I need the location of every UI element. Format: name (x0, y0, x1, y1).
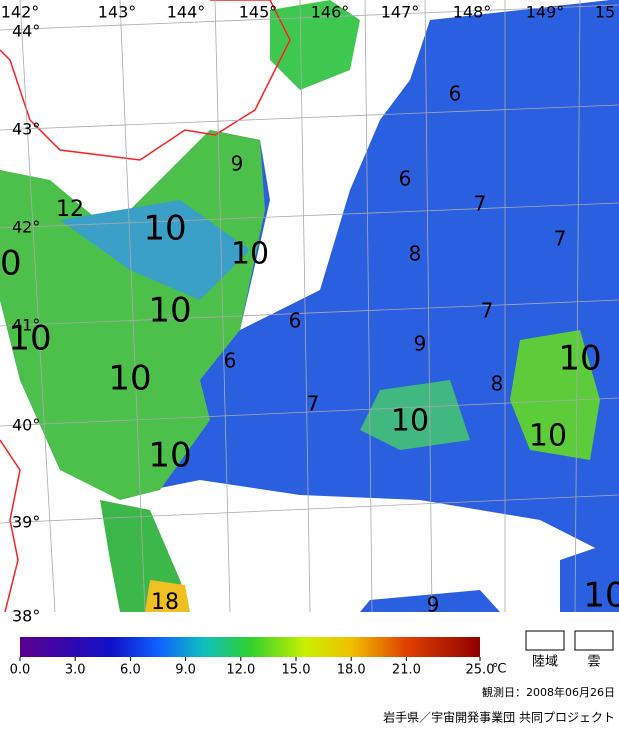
latitude-label: 44° (12, 22, 40, 41)
contour-label: 10 (0, 244, 22, 284)
colorbar-tick-label: 25.0 (466, 663, 495, 678)
cloud-swatch (574, 630, 614, 651)
contour-label: 10 (583, 576, 619, 616)
longitude-label: 148° (453, 3, 492, 22)
contour-label: 9 (427, 593, 440, 617)
colorbar (20, 637, 480, 657)
contour-label: 18 (151, 590, 179, 615)
colorbar-tick-label: 15.0 (282, 663, 311, 678)
colorbar-tick-label: 6.0 (120, 663, 141, 678)
contour-label: 8 (491, 372, 504, 396)
contour-label: 8 (409, 242, 422, 266)
contour-label: 7 (481, 299, 494, 323)
observation-date: 観測日：2008年06月26日 (482, 685, 615, 699)
map-image (0, 0, 619, 612)
colorbar-unit: ℃ (492, 662, 507, 677)
latitude-label: 43° (12, 120, 40, 139)
contour-label: 7 (307, 392, 320, 416)
contour-label: 10 (108, 359, 151, 399)
contour-label: 6 (449, 82, 462, 106)
contour-label: 10 (148, 291, 191, 331)
contour-label: 10 (529, 419, 567, 454)
contour-label: 10 (148, 436, 191, 476)
latitude-label: 40° (12, 416, 40, 435)
legend-land: 陸域 (532, 654, 558, 670)
land-swatch (525, 630, 565, 651)
contour-label: 7 (554, 227, 567, 251)
latitude-label: 42° (12, 218, 40, 237)
colorbar-tick-label: 12.0 (226, 663, 255, 678)
contour-label: 12 (56, 197, 84, 222)
credit: 岩手県／宇宙開発事業団 共同プロジェクト (383, 710, 615, 725)
longitude-label: 145° (239, 3, 278, 22)
longitude-label: 143° (98, 3, 137, 22)
contour-label: 9 (414, 332, 427, 356)
contour-label: 6 (399, 167, 412, 191)
longitude-label: 15 (595, 3, 615, 22)
longitude-label: 147° (381, 3, 420, 22)
contour-label: 10 (8, 319, 51, 359)
colorbar-tick-label: 21.0 (392, 663, 421, 678)
contour-label: 9 (231, 152, 244, 176)
colorbar-tick-label: 3.0 (65, 663, 86, 678)
latitude-label: 39° (12, 513, 40, 532)
colorbar-tick-label: 9.0 (175, 663, 196, 678)
longitude-label: 142° (1, 3, 40, 22)
latitude-label: 41° (12, 316, 40, 335)
colorbar-tick-label: 18.0 (337, 663, 366, 678)
contour-label: 6 (224, 349, 237, 373)
longitude-label: 144° (167, 3, 206, 22)
contour-label: 10 (391, 404, 429, 439)
longitude-label: 149° (526, 3, 565, 22)
contour-label: 7 (474, 192, 487, 216)
longitude-label: 146° (311, 3, 350, 22)
legend-cloud: 雲 (587, 655, 600, 670)
contour-label: 6 (289, 309, 302, 333)
contour-label: 10 (231, 237, 269, 272)
contour-label: 10 (143, 209, 186, 249)
latitude-label: 38° (12, 607, 40, 626)
colorbar-tick-label: 0.0 (10, 663, 31, 678)
contour-label: 10 (558, 339, 601, 379)
